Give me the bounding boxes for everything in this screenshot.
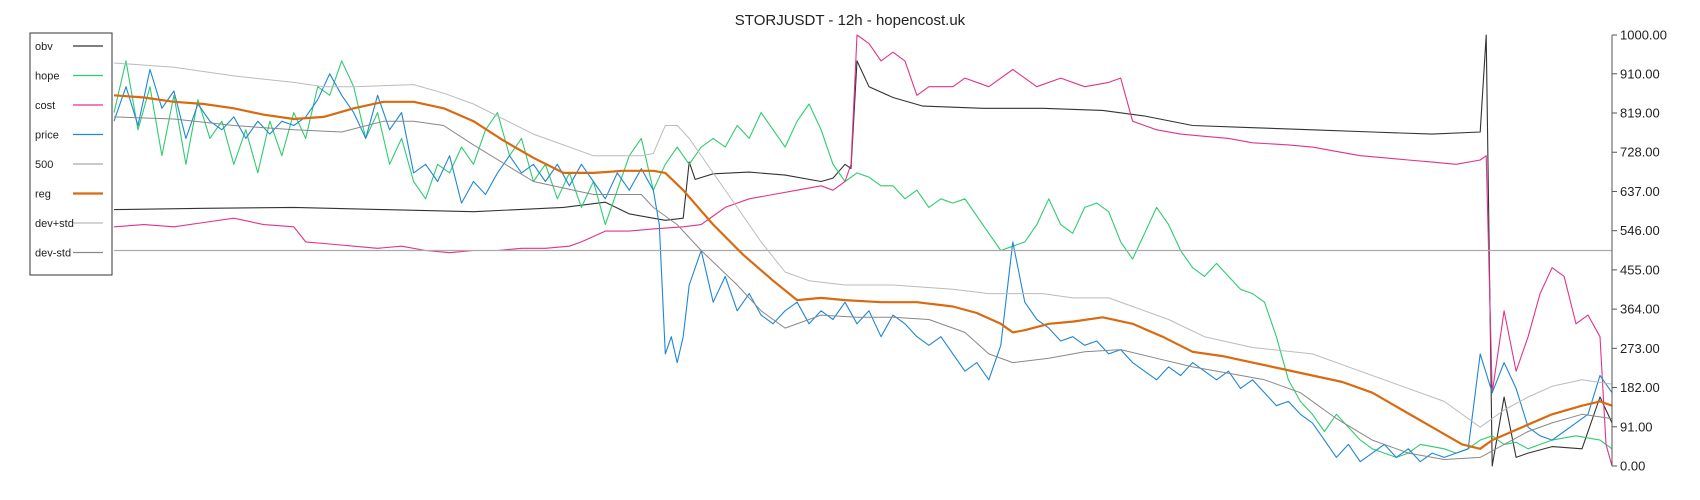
series-line-obv [113, 34, 1613, 467]
legend-label: price [35, 130, 59, 142]
y-tick-label: 546.00 [1620, 223, 1660, 238]
y-tick-label: 728.00 [1620, 145, 1660, 160]
y-axis: 1000.00 910.00 819.00 728.00 637.00 546.00 455… [1611, 28, 1667, 474]
series-line-dev-std [113, 62, 1613, 428]
legend-label: hope [35, 71, 59, 83]
y-tick-label: 182.00 [1620, 380, 1660, 395]
y-tick-label: 364.00 [1620, 302, 1660, 317]
legend-label: obv [35, 41, 53, 53]
legend-label: dev+std [35, 218, 74, 230]
y-tick-label: 455.00 [1620, 262, 1660, 277]
series-line-dev-std [113, 116, 1613, 460]
y-tick-label: 637.00 [1620, 184, 1660, 199]
legend-label: 500 [35, 159, 53, 171]
y-tick-label: 0.00 [1620, 459, 1645, 474]
legend-label: cost [35, 100, 55, 112]
series-line-hope [113, 60, 1613, 458]
series-line-price [113, 68, 1613, 463]
legend-label: dev-std [35, 248, 71, 260]
legend-box [29, 32, 113, 276]
y-tick-label: 273.00 [1620, 341, 1660, 356]
y-tick-label: 819.00 [1620, 106, 1660, 121]
series-layer [113, 34, 1613, 467]
series-line-reg [113, 94, 1613, 450]
y-tick-label: 910.00 [1620, 66, 1660, 81]
series-line-cost [113, 34, 1613, 467]
y-tick-label: 91.00 [1620, 419, 1653, 434]
legend-label: reg [35, 189, 51, 201]
y-tick-label: 1000.00 [1620, 28, 1667, 43]
legend: obv hope cost price 500 reg dev+std dev-std [29, 32, 113, 276]
chart-title: STORJUSDT - 12h - hopencost.uk [735, 12, 966, 29]
